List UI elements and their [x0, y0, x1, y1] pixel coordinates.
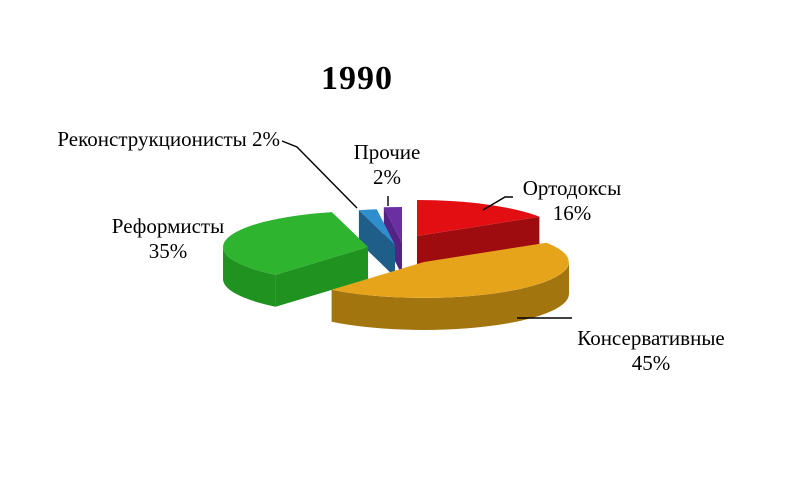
- label-reform-pct: 35%: [148, 239, 188, 263]
- pie-slice-2-rim-wall: [223, 247, 276, 307]
- pie-slice-0-top: [417, 200, 540, 236]
- pie-slice-2-top: [223, 212, 368, 275]
- label-orthodox: Ортодоксы 16%: [490, 176, 654, 226]
- label-reconstructionists-pct: 2%: [252, 127, 280, 151]
- pie-slice-3-top: [358, 209, 395, 245]
- pie-slice-1-top: [331, 242, 569, 298]
- pie-slice-2-cut-face-start: [275, 247, 368, 307]
- pie-slice-3-cut-face-start: [358, 210, 395, 277]
- label-others: Прочие 2%: [317, 140, 457, 190]
- leader-line-2: [482, 196, 513, 211]
- label-reform-name: Реформисты: [111, 214, 225, 238]
- pie-slice-0-cut-face-end: [417, 216, 540, 268]
- label-others-name: Прочие: [353, 140, 421, 164]
- pie-slice-1-rim-wall: [331, 262, 569, 330]
- label-orthodox-pct: 16%: [552, 201, 592, 225]
- label-conservative-name: Консервативные: [577, 326, 725, 350]
- chart-title: 1990: [321, 60, 393, 97]
- label-conservative: Консервативные 45%: [551, 326, 751, 376]
- pie-slice-4-top: [383, 207, 402, 243]
- label-reconstructionists-name: Реконструкционисты: [57, 127, 247, 151]
- leader-line-0: [281, 140, 358, 209]
- label-reform: Реформисты 35%: [88, 214, 248, 264]
- label-others-pct: 2%: [373, 165, 401, 189]
- label-reconstructionists: Реконструкционисты 2%: [30, 127, 280, 152]
- label-conservative-pct: 45%: [631, 351, 671, 375]
- label-orthodox-name: Ортодоксы: [522, 176, 622, 200]
